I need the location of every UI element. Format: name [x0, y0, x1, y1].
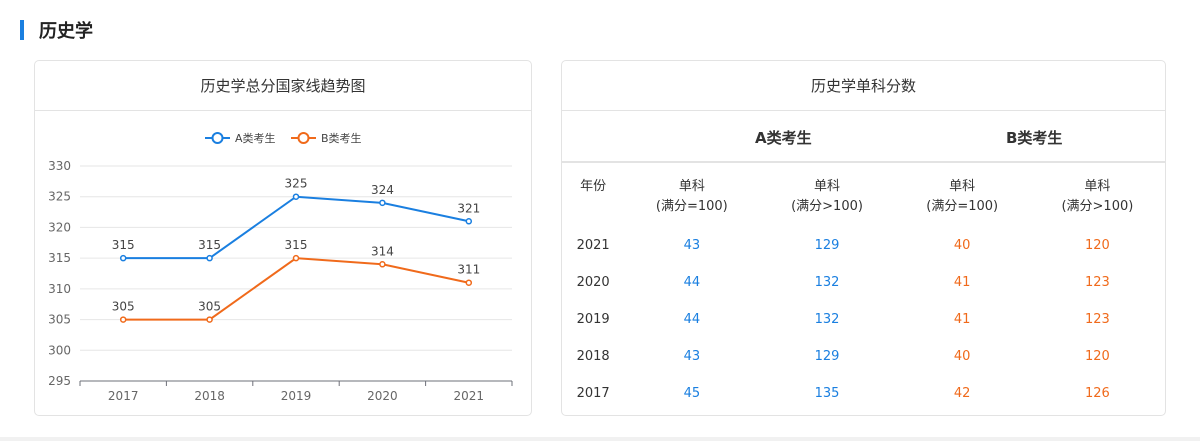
data-point — [206, 254, 213, 262]
chart-card: 历史学总分国家线趋势图 295 300 305 310 315 320 325 330 2017… — [34, 60, 532, 416]
legend-label: B类考生 — [321, 131, 362, 145]
data-label: 305 — [112, 300, 135, 314]
score-cell: 42 — [953, 386, 971, 401]
data-label: 324 — [371, 183, 394, 197]
year-cell: 2020 — [576, 275, 610, 290]
table-header-row: 年份 单科 (满分=100) 单科 (满分>100) 单科 (满分=100) 单科 (满分>10… — [562, 163, 1165, 227]
group-a-label: A类考生 — [755, 129, 812, 147]
score-cell: 43 — [683, 238, 701, 253]
year-cell: 2017 — [576, 386, 610, 401]
x-tick-label: 2021 — [454, 389, 485, 403]
table-title: 历史学单科分数 — [562, 61, 1165, 111]
table-row: 2021 43 129 40 120 — [562, 227, 1165, 264]
score-cell: 41 — [953, 312, 971, 327]
score-cell: 135 — [814, 386, 840, 401]
data-point — [465, 279, 473, 286]
data-point — [206, 316, 213, 323]
table-row: 2017 45 135 42 126 — [562, 375, 1165, 412]
y-tick-label: 325 — [48, 190, 71, 204]
column-header: 单科 (满分=100) — [926, 179, 999, 214]
table-row: 2020 44 132 41 123 — [562, 264, 1165, 301]
data-label: 305 — [198, 300, 221, 314]
score-cell: 123 — [1084, 312, 1110, 327]
data-point — [292, 193, 300, 200]
year-cell: 2018 — [576, 349, 610, 364]
table-body: 2021 43 129 40 120 2020 44 132 41 123 2019 44 132 41 1… — [562, 227, 1165, 412]
section-title-text: 历史学 — [39, 21, 93, 42]
line-chart: 295 300 305 310 315 320 325 330 2017 2018 2019 2020… — [48, 131, 513, 403]
score-cell: 132 — [814, 275, 840, 290]
column-header: 年份 — [580, 179, 607, 194]
x-tick-label: 2020 — [367, 389, 398, 403]
score-table: 年份 单科 (满分=100) 单科 (满分>100) 单科 (满分=100) 单科 (满分>10… — [562, 163, 1165, 412]
column-header: 单科 (满分>100) — [791, 179, 863, 214]
year-cell: 2019 — [576, 312, 610, 327]
y-tick-label: 330 — [48, 159, 71, 173]
data-point — [379, 261, 386, 268]
score-cell: 40 — [953, 349, 971, 364]
score-cell: 126 — [1084, 386, 1110, 401]
data-label: 311 — [457, 263, 480, 277]
group-b-label: B类考生 — [1006, 129, 1063, 147]
table-card: 历史学单科分数 A类考生 B类考生 年份 单科 (满分=100) 单科 (满分>100)… — [561, 60, 1166, 416]
data-point — [465, 218, 473, 225]
score-cell: 40 — [953, 238, 971, 253]
legend-label: A类考生 — [235, 131, 276, 145]
data-label: 315 — [198, 238, 221, 252]
bottom-divider — [0, 437, 1200, 441]
data-point — [119, 316, 127, 323]
score-cell: 44 — [683, 312, 701, 327]
data-point — [379, 199, 386, 207]
score-cell: 129 — [814, 349, 840, 364]
section-accent-bar — [20, 20, 24, 40]
group-header: A类考生 B类考生 — [562, 111, 1165, 163]
y-tick-label: 300 — [48, 343, 71, 357]
legend-marker — [211, 132, 224, 144]
x-tick-label: 2017 — [108, 389, 139, 403]
y-tick-label: 305 — [48, 313, 71, 327]
score-cell: 123 — [1084, 275, 1110, 290]
y-tick-label: 310 — [48, 282, 71, 296]
data-label: 315 — [285, 238, 308, 252]
table-row: 2018 43 129 40 120 — [562, 338, 1165, 375]
score-cell: 45 — [683, 386, 701, 401]
year-cell: 2021 — [576, 238, 610, 253]
score-cell: 129 — [814, 238, 840, 253]
table-row: 2019 44 132 41 123 — [562, 301, 1165, 338]
y-tick-label: 320 — [48, 220, 71, 234]
data-label: 315 — [112, 238, 135, 252]
score-cell: 43 — [683, 349, 701, 364]
legend-marker — [297, 132, 310, 144]
section-title: 历史学 — [20, 18, 93, 42]
chart-title: 历史学总分国家线趋势图 — [35, 61, 531, 111]
data-label: 321 — [457, 201, 480, 215]
column-header: 单科 (满分>100) — [1061, 179, 1134, 214]
y-tick-label: 315 — [48, 251, 71, 265]
y-tick-label: 295 — [48, 374, 71, 388]
score-cell: 120 — [1084, 349, 1110, 364]
data-point — [292, 254, 300, 262]
score-cell: 120 — [1084, 238, 1110, 253]
x-tick-label: 2019 — [281, 389, 312, 403]
data-label: 325 — [285, 177, 308, 191]
x-tick-label: 2018 — [194, 389, 225, 403]
score-cell: 132 — [814, 312, 840, 327]
score-cell: 44 — [683, 275, 701, 290]
column-header: 单科 (满分=100) — [655, 179, 728, 214]
data-label: 314 — [371, 244, 394, 258]
data-point — [119, 254, 127, 262]
score-cell: 41 — [953, 275, 971, 290]
